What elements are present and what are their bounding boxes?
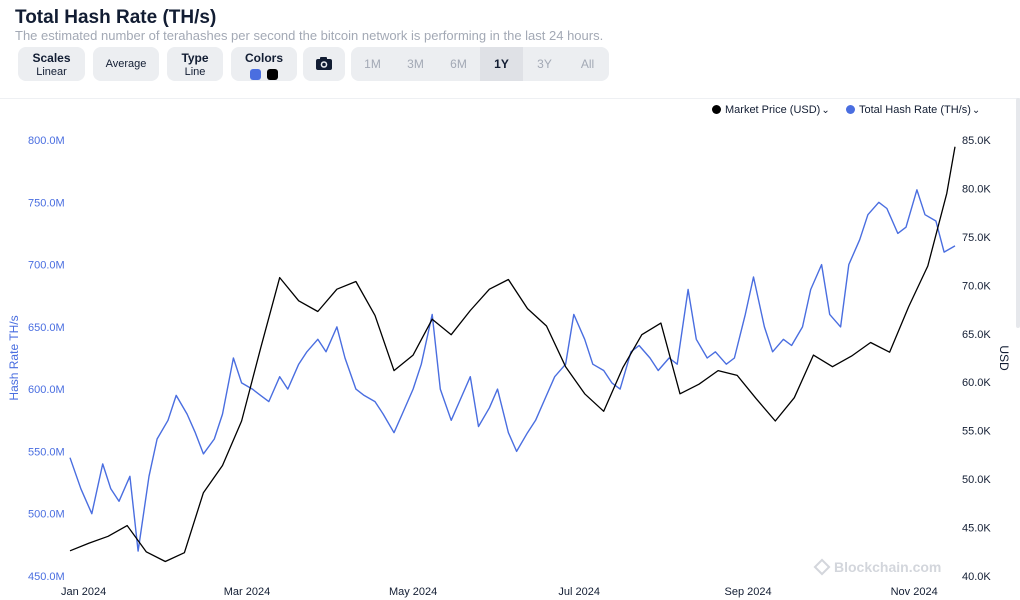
- right-axis-title: USD: [997, 345, 1011, 371]
- right-axis-tick-label: 45.0K: [962, 523, 991, 535]
- left-axis-tick-label: 650.0M: [28, 322, 65, 334]
- right-axis-tick-label: 65.0K: [962, 329, 991, 341]
- left-axis-tick-label: 500.0M: [28, 509, 65, 521]
- left-axis-tick-label: 450.0M: [28, 571, 65, 583]
- type-label: Type: [181, 51, 209, 65]
- x-axis-tick-label: Jan 2024: [61, 586, 106, 598]
- hash-rate-series-line: [69, 189, 956, 552]
- watermark-text: Blockchain.com: [834, 559, 942, 575]
- page-subtitle: The estimated number of terahashes per s…: [15, 28, 604, 43]
- right-axis-tick-label: 85.0K: [962, 135, 991, 147]
- x-axis-tick-label: May 2024: [389, 586, 437, 598]
- hashrate-color-swatch[interactable]: [250, 69, 262, 80]
- right-axis-tick-label: 60.0K: [962, 377, 991, 389]
- right-axis-tick-label: 75.0K: [962, 232, 991, 244]
- range-3y-button[interactable]: 3Y: [537, 57, 552, 71]
- blockchain-logo-icon: [813, 558, 831, 576]
- chevron-down-icon: ⌄: [821, 105, 830, 116]
- legend-label-market-price: Market Price (USD): [725, 104, 821, 116]
- page-title: Total Hash Rate (TH/s): [15, 7, 217, 28]
- type-value: Line: [184, 66, 206, 78]
- market-price-series-line: [69, 146, 956, 563]
- legend-item-hash-rate[interactable]: Total Hash Rate (TH/s)⌄: [846, 104, 980, 116]
- average-button[interactable]: Average: [93, 47, 159, 81]
- right-axis-tick-label: 50.0K: [962, 474, 991, 486]
- legend-label-hash-rate: Total Hash Rate (TH/s): [859, 104, 971, 116]
- left-axis-tick-label: 800.0M: [28, 135, 65, 147]
- range-6m-button[interactable]: 6M: [450, 57, 467, 71]
- range-3m-button[interactable]: 3M: [407, 57, 424, 71]
- left-axis-tick-label: 700.0M: [28, 260, 65, 272]
- chevron-down-icon: ⌄: [971, 105, 981, 116]
- left-axis-tick-label: 750.0M: [28, 197, 65, 209]
- camera-icon: [316, 57, 332, 70]
- legend-dot-icon: [712, 105, 721, 114]
- legend-item-market-price[interactable]: Market Price (USD)⌄: [712, 104, 830, 116]
- colors-button[interactable]: Colors: [231, 47, 297, 81]
- colors-label: Colors: [244, 51, 283, 65]
- page-scrollbar[interactable]: [1016, 98, 1020, 328]
- right-axis-tick-label: 40.0K: [962, 571, 991, 583]
- right-axis-tick-label: 70.0K: [962, 280, 991, 292]
- range-1m-button[interactable]: 1M: [364, 57, 381, 71]
- x-axis-tick-label: Nov 2024: [891, 586, 938, 598]
- left-axis-title: Hash Rate TH/s: [7, 315, 21, 400]
- range-1y-button[interactable]: 1Y: [480, 47, 523, 81]
- header-divider: [0, 98, 1020, 99]
- watermark: Blockchain.com: [813, 558, 942, 576]
- scales-value: Linear: [36, 66, 67, 78]
- time-range-selector: 1M 3M 6M 1Y 3Y All: [351, 47, 609, 81]
- screenshot-button[interactable]: [303, 47, 345, 81]
- right-axis-tick-label: 55.0K: [962, 426, 991, 438]
- x-axis-tick-label: Jul 2024: [558, 586, 600, 598]
- price-color-swatch[interactable]: [266, 69, 278, 80]
- scales-button[interactable]: Scales Linear: [18, 47, 85, 81]
- left-axis-tick-label: 600.0M: [28, 384, 65, 396]
- range-all-button[interactable]: All: [580, 57, 595, 71]
- left-axis-tick-label: 550.0M: [28, 446, 65, 458]
- x-axis-tick-label: Sep 2024: [724, 586, 771, 598]
- type-button[interactable]: Type Line: [167, 47, 223, 81]
- x-axis-tick-label: Mar 2024: [224, 586, 270, 598]
- legend-dot-icon: [846, 105, 855, 114]
- scales-label: Scales: [32, 51, 71, 65]
- right-axis-tick-label: 80.0K: [962, 183, 991, 195]
